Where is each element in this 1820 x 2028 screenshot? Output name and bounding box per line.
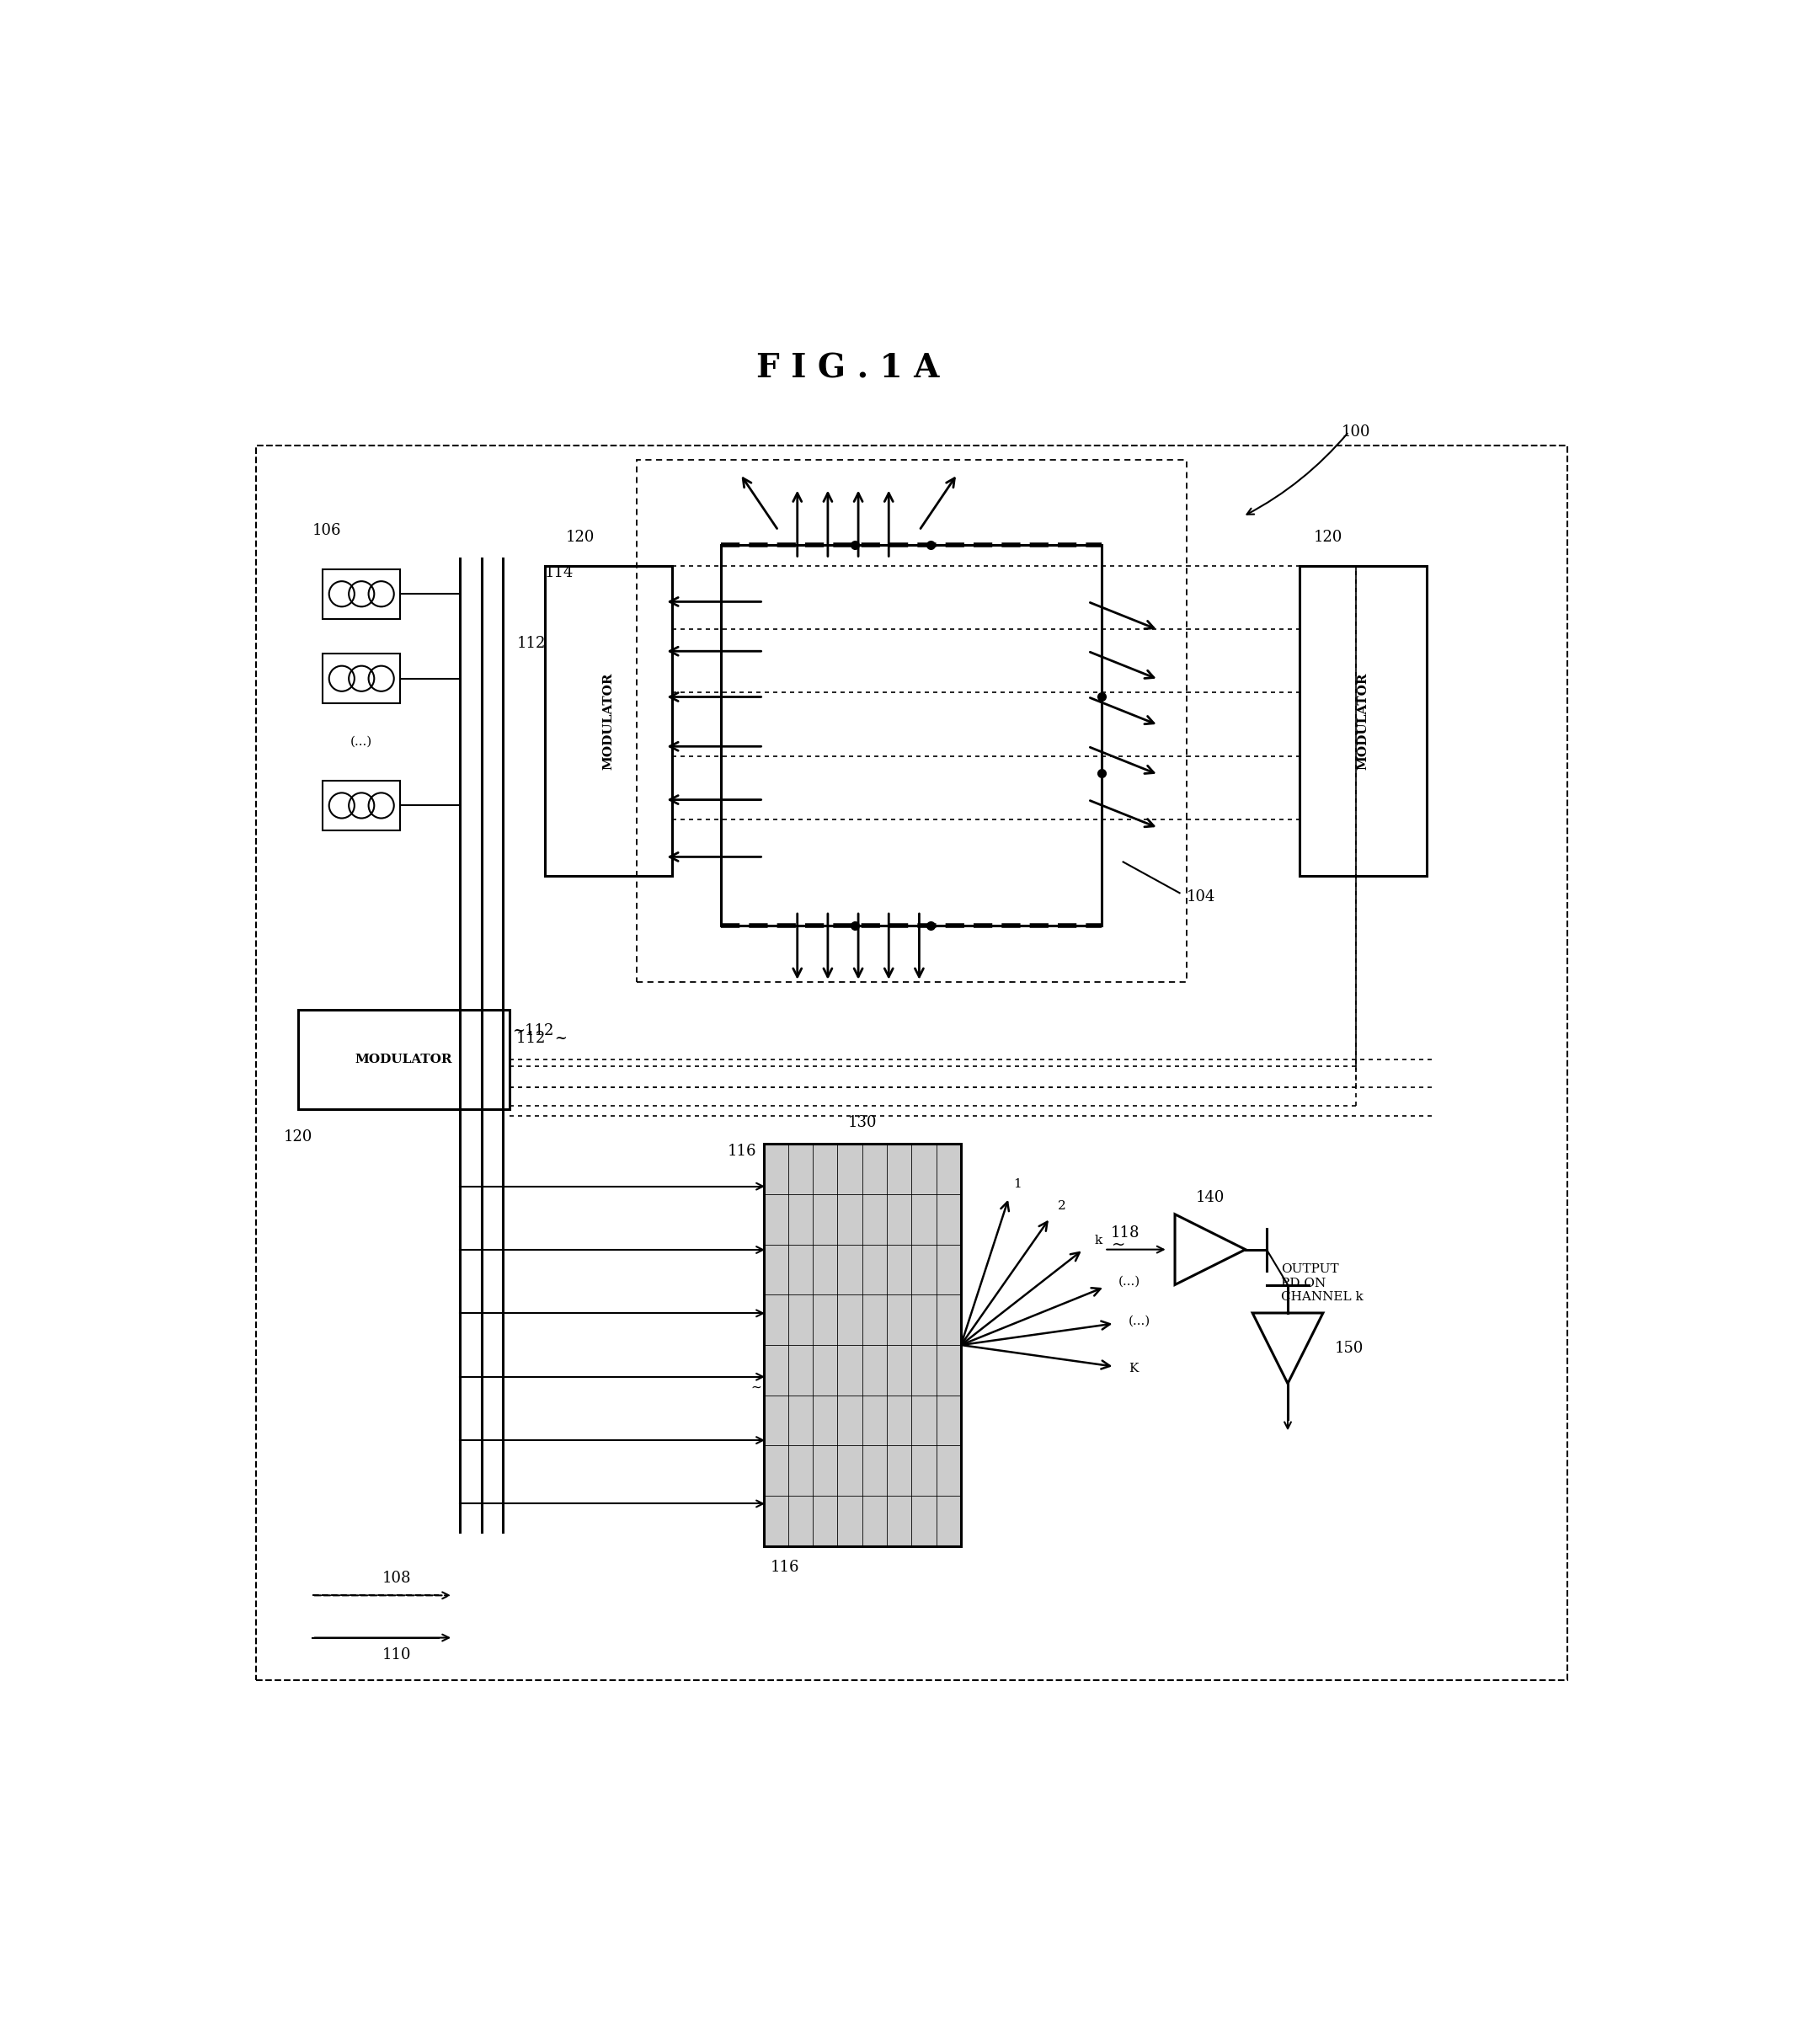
Text: 108: 108 <box>382 1572 411 1586</box>
Text: 116: 116 <box>770 1560 799 1576</box>
Bar <box>1299 566 1427 876</box>
Text: (...): (...) <box>1128 1316 1150 1328</box>
Text: 114: 114 <box>544 566 573 580</box>
Bar <box>322 570 400 619</box>
Text: MODULATOR: MODULATOR <box>602 671 613 769</box>
Text: 112: 112 <box>517 635 546 651</box>
Text: (...): (...) <box>351 736 373 748</box>
Text: ~: ~ <box>1112 1237 1125 1253</box>
Text: 120: 120 <box>566 529 595 546</box>
Text: k: k <box>1094 1235 1103 1247</box>
Text: 112  ~: 112 ~ <box>517 1030 568 1046</box>
Text: 140: 140 <box>1196 1190 1225 1205</box>
Text: K: K <box>1128 1363 1138 1375</box>
Bar <box>322 781 400 829</box>
Text: 130: 130 <box>848 1115 877 1130</box>
Text: MODULATOR: MODULATOR <box>355 1053 453 1065</box>
Bar <box>322 653 400 704</box>
Text: 120: 120 <box>1314 529 1343 546</box>
Bar <box>255 446 1567 1679</box>
Text: 2: 2 <box>1057 1201 1067 1213</box>
Text: ~: ~ <box>752 1381 763 1393</box>
Text: 100: 100 <box>1341 424 1370 440</box>
Text: (...): (...) <box>1117 1276 1139 1288</box>
Bar <box>637 460 1187 982</box>
Text: 106: 106 <box>313 523 340 537</box>
Text: OUTPUT
PD ON
CHANNEL k: OUTPUT PD ON CHANNEL k <box>1281 1263 1363 1302</box>
Text: 118: 118 <box>1110 1225 1139 1241</box>
Text: F I G . 1 A: F I G . 1 A <box>757 353 939 383</box>
Bar <box>764 1144 961 1545</box>
Text: 104: 104 <box>1187 890 1216 904</box>
Bar <box>721 546 1103 925</box>
Text: 150: 150 <box>1334 1341 1363 1357</box>
Text: 120: 120 <box>284 1130 313 1144</box>
Text: 1: 1 <box>1014 1178 1021 1190</box>
Bar <box>298 1010 510 1109</box>
Text: MODULATOR: MODULATOR <box>1358 671 1369 769</box>
Text: ~112: ~112 <box>513 1024 553 1038</box>
Bar <box>544 566 672 876</box>
Text: 116: 116 <box>728 1144 757 1158</box>
Text: 110: 110 <box>382 1647 411 1663</box>
